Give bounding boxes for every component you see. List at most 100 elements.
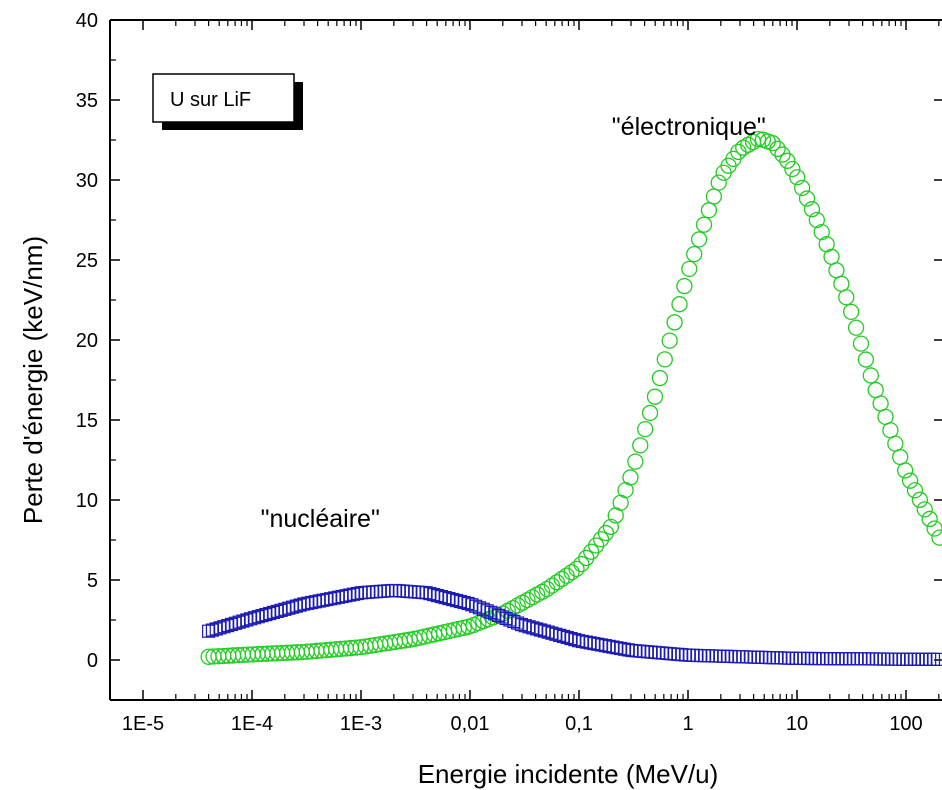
data-point-circle (892, 448, 909, 466)
data-point-circle (906, 482, 924, 499)
data-point-square (896, 652, 910, 666)
data-point-square (629, 644, 643, 658)
data-point-circle (749, 130, 767, 148)
data-point-square (369, 585, 384, 599)
data-point-square (396, 584, 410, 598)
data-point-square (785, 651, 799, 665)
data-point-square (751, 650, 765, 664)
x-tick-label: 100 (889, 713, 922, 735)
data-point-circle (793, 179, 811, 197)
data-point-square (377, 584, 391, 598)
data-point-square (873, 652, 887, 666)
x-axis-title: Energie incidente (MeV/u) (418, 759, 719, 789)
data-point-square (732, 650, 746, 664)
data-point-square (671, 647, 685, 661)
data-point-square (808, 651, 822, 666)
data-point-square (846, 652, 860, 666)
data-point-circle (784, 160, 801, 178)
data-point-circle (740, 136, 757, 153)
data-point-square (663, 647, 677, 661)
series-square (202, 583, 942, 666)
data-point-square (865, 652, 880, 666)
data-point-circle (798, 190, 816, 207)
data-point-circle (646, 388, 664, 405)
data-point-square (724, 649, 738, 664)
data-point-circle (847, 319, 865, 336)
data-point-square (667, 647, 681, 661)
data-point-circle (828, 262, 845, 279)
x-tick-label: 1 (682, 713, 693, 735)
data-point-circle (632, 437, 649, 454)
data-point-circle (887, 435, 904, 452)
data-point-square (743, 650, 757, 664)
data-point-square (728, 649, 742, 664)
data-point-square (362, 585, 376, 599)
data-point-circle (573, 556, 590, 573)
data-point-square (415, 585, 429, 600)
data-point-circle (671, 296, 688, 313)
x-tick-label: 1E-3 (340, 713, 382, 735)
data-point-square (633, 644, 647, 658)
legend-frame (152, 73, 295, 123)
data-point-circle (789, 169, 806, 186)
series-circle (200, 130, 942, 665)
data-point-square (877, 652, 891, 666)
data-point-square (697, 649, 712, 663)
data-point-square (759, 650, 773, 665)
data-point-square (823, 652, 838, 666)
data-point-square (835, 652, 849, 666)
data-point-square (850, 652, 864, 666)
x-tick-label: 1E-4 (231, 713, 273, 735)
data-point-circle (661, 332, 678, 349)
data-point-circle (700, 202, 718, 219)
data-point-circle (568, 560, 585, 578)
data-point-circle (877, 408, 894, 426)
data-point-square (930, 652, 942, 666)
data-series (200, 130, 942, 666)
data-point-square (812, 651, 826, 666)
data-point-square (816, 651, 830, 666)
data-point-square (900, 652, 914, 666)
data-point-square (842, 652, 857, 666)
data-point-square (636, 644, 651, 659)
data-point-circle (651, 369, 669, 387)
data-point-square (739, 650, 754, 664)
data-point-circle (656, 351, 673, 368)
x-tick-label: 1E-5 (122, 713, 164, 735)
data-point-circle (838, 289, 855, 306)
data-point-square (717, 649, 731, 663)
data-point-square (800, 651, 815, 666)
data-point-square (762, 650, 777, 665)
data-point-circle (803, 201, 821, 218)
data-point-circle (583, 543, 600, 560)
data-point-square (820, 652, 834, 666)
data-point-circle (813, 223, 830, 241)
x-tick-label: 0,1 (565, 713, 593, 735)
data-point-square (678, 648, 693, 662)
data-point-circle (735, 139, 752, 156)
data-point-circle (857, 351, 875, 368)
data-point-circle (592, 531, 610, 548)
data-point-square (648, 645, 662, 660)
data-point-square (907, 652, 921, 666)
data-point-circle (916, 501, 933, 518)
y-tick-label: 35 (76, 90, 98, 112)
data-point-circle (686, 245, 703, 263)
data-point-square (884, 652, 899, 666)
data-point-square (400, 584, 414, 598)
data-point-circle (710, 174, 727, 191)
data-point-circle (641, 404, 659, 422)
data-point-square (709, 649, 723, 663)
y-tick-label: 0 (87, 650, 98, 672)
data-point-square (919, 652, 933, 666)
data-point-circle (833, 275, 850, 292)
data-point-square (640, 645, 654, 659)
data-point-square (682, 648, 696, 662)
data-point-circle (921, 510, 938, 528)
data-point-circle (926, 520, 942, 537)
data-point-square (686, 648, 700, 662)
data-point-circle (597, 524, 615, 542)
y-axis-title: Perte d'énergie (keV/nm) (18, 236, 48, 524)
data-point-square (388, 583, 403, 598)
data-point-square (804, 651, 818, 666)
